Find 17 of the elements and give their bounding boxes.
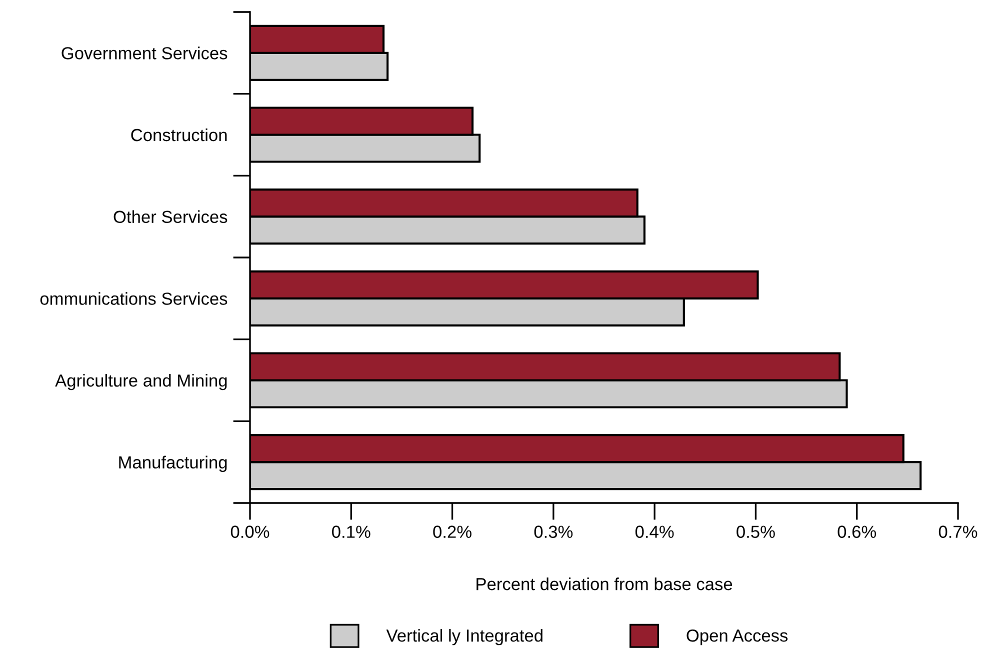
y-tick-label: Agriculture and Mining [55, 374, 227, 390]
x-tick-label: 0.3% [534, 526, 573, 538]
legend-label: Open Access [686, 629, 788, 646]
x-tick-label: 0.4% [635, 526, 674, 538]
x-tick-label: 0.2% [433, 526, 472, 538]
y-tick-label: ommunications Services [40, 292, 228, 305]
y-tick-label: Government Services [62, 46, 228, 60]
y-tick-label: Other Services [114, 210, 228, 224]
x-axis-title: Percent deviation from base case [476, 578, 732, 590]
x-tick-label: 0.6% [838, 526, 876, 538]
legend-label: Vertical ly Integrated [386, 628, 542, 646]
x-tick-label: 0.0% [230, 526, 270, 538]
y-tick-label: Construction [131, 128, 227, 142]
x-tick-label: 0.7% [938, 526, 978, 538]
x-tick-label: 0.5% [736, 526, 775, 538]
y-tick-label: Manufacturing [119, 456, 227, 472]
x-tick-label: 0.1% [332, 526, 370, 538]
